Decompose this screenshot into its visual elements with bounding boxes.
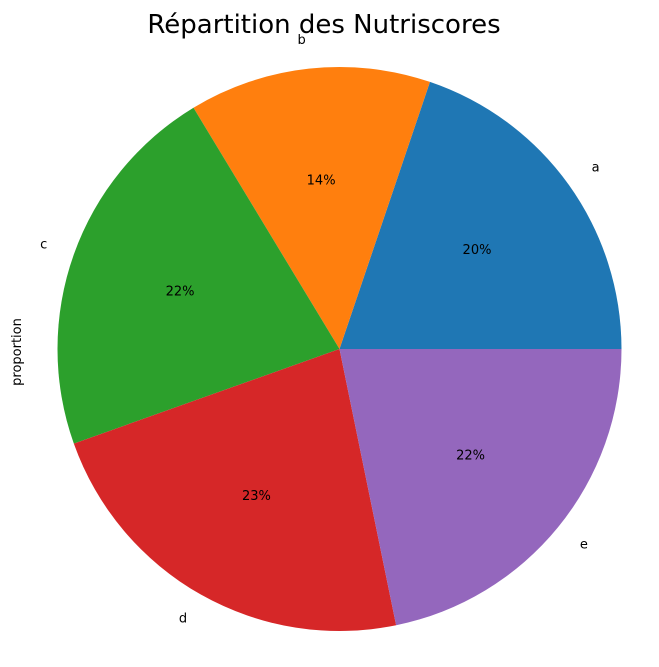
percent-label-c: 22% [166,285,195,300]
percent-label-d: 23% [242,489,271,504]
pie-slice-e [339,349,622,626]
category-label-c: c [40,237,47,252]
pie-slice-b [193,67,430,349]
pie-slice-d [73,349,397,631]
category-label-d: d [179,612,187,627]
pie-slice-c [57,107,340,444]
y-axis-label: proportion [10,318,25,386]
pie-slices [57,67,622,631]
category-label-e: e [580,538,588,553]
pie-slice-a [339,81,622,350]
pie-labels: a 20% b 14% c 22% d 23% e 22% [40,33,599,627]
category-label-b: b [298,33,306,48]
percent-label-a: 20% [463,243,492,258]
category-label-a: a [592,161,600,176]
percent-label-b: 14% [307,173,336,188]
percent-label-e: 22% [456,448,485,463]
chart-title: Répartition des Nutriscores [147,10,500,40]
